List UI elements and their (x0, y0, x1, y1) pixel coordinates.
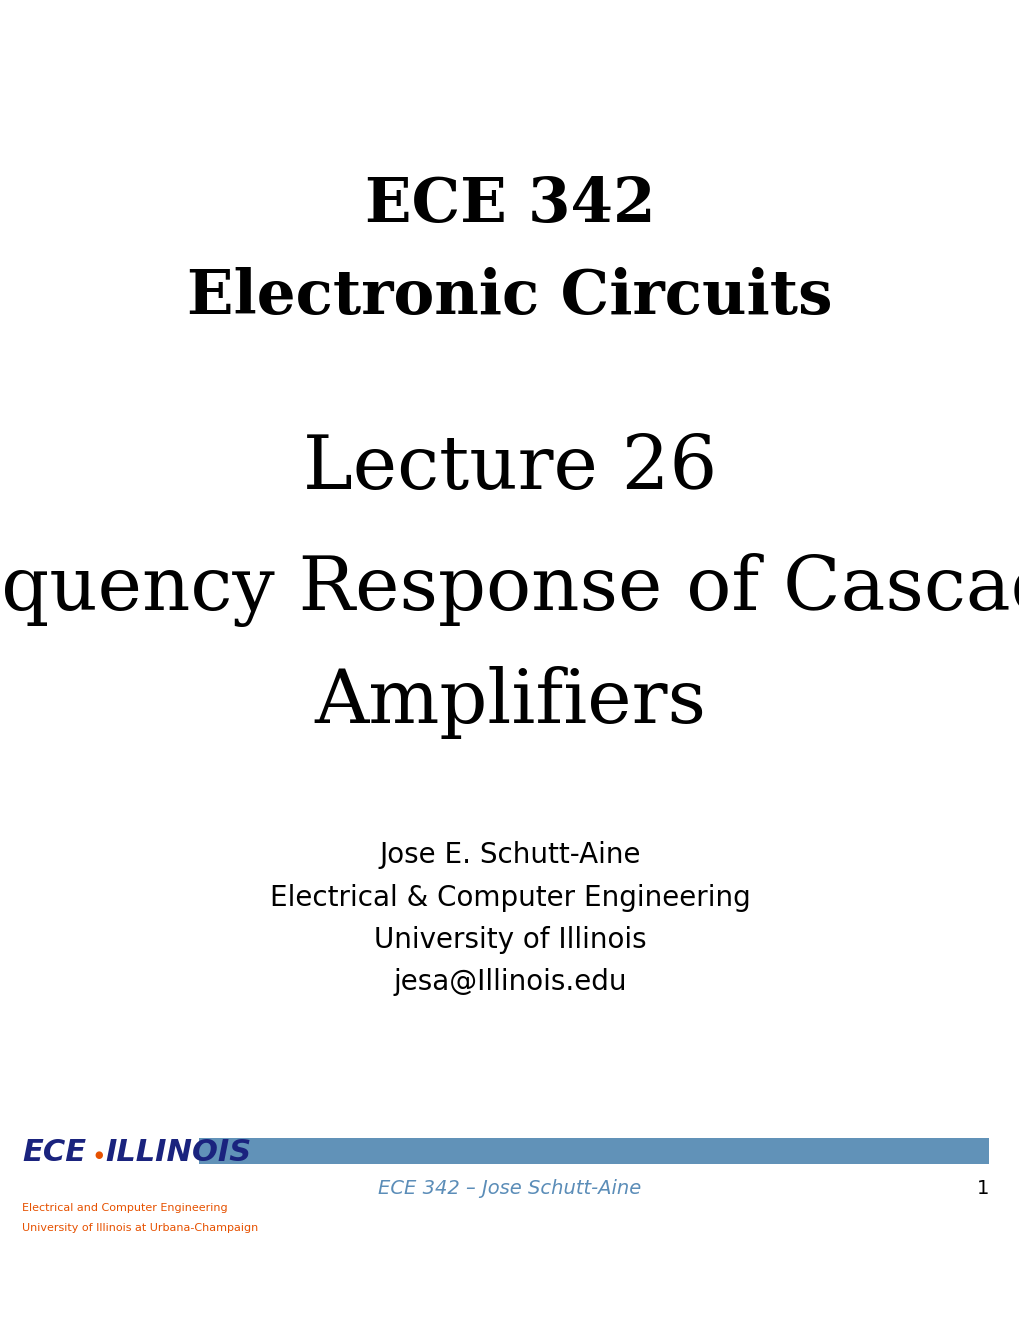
Text: ECE: ECE (22, 1138, 87, 1167)
Text: ECE 342: ECE 342 (365, 174, 654, 235)
Text: Electrical & Computer Engineering: Electrical & Computer Engineering (269, 883, 750, 912)
Text: Amplifiers: Amplifiers (314, 665, 705, 739)
Text: Lecture 26: Lecture 26 (303, 432, 716, 506)
Text: Jose E. Schutt-Aine: Jose E. Schutt-Aine (379, 841, 640, 870)
Text: 1: 1 (976, 1179, 988, 1197)
Text: Frequency Response of Cascaded: Frequency Response of Cascaded (0, 553, 1019, 627)
Text: ILLINOIS: ILLINOIS (105, 1138, 251, 1167)
Text: jesa@Illinois.edu: jesa@Illinois.edu (393, 968, 626, 997)
Text: ●: ● (95, 1150, 103, 1160)
Text: University of Illinois: University of Illinois (373, 925, 646, 954)
Text: University of Illinois at Urbana-Champaign: University of Illinois at Urbana-Champai… (22, 1222, 259, 1233)
Text: ECE 342 – Jose Schutt-Aine: ECE 342 – Jose Schutt-Aine (378, 1179, 641, 1197)
Text: Electrical and Computer Engineering: Electrical and Computer Engineering (22, 1203, 228, 1213)
Text: Electronic Circuits: Electronic Circuits (187, 267, 832, 327)
FancyBboxPatch shape (199, 1138, 988, 1164)
